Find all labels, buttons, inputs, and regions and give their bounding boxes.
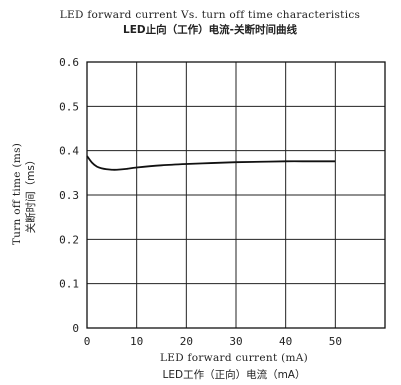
chart-subtitle: LED止向（工作）电流-关断时间曲线 bbox=[123, 23, 297, 36]
y-axis-title-cn: 关断时间（ms） bbox=[24, 155, 37, 234]
y-tick-label: 0.1 bbox=[59, 278, 79, 291]
y-tick-label: 0.3 bbox=[59, 189, 79, 202]
grid bbox=[86, 61, 386, 329]
x-tick-label: 20 bbox=[180, 335, 193, 348]
x-axis-title: LED forward current (mA) bbox=[160, 352, 308, 364]
series-group bbox=[86, 155, 336, 171]
x-tick-label: 40 bbox=[279, 335, 292, 348]
y-tick-label: 0.6 bbox=[59, 56, 79, 69]
y-tick-label: 0.5 bbox=[59, 100, 79, 113]
series-line bbox=[86, 155, 336, 171]
chart-title: LED forward current Vs. turn off time ch… bbox=[60, 9, 360, 21]
x-tick-label: 30 bbox=[229, 335, 242, 348]
x-tick-label: 0 bbox=[84, 335, 91, 348]
x-axis-ticks: 0 10 20 30 40 50 bbox=[84, 335, 342, 348]
y-tick-label: 0.4 bbox=[59, 145, 79, 158]
x-tick-label: 10 bbox=[130, 335, 143, 348]
y-axis-title: Turn off time (ms) bbox=[11, 143, 23, 245]
x-axis-title-cn: LED工作（正向）电流（mA） bbox=[163, 368, 306, 381]
x-tick-label: 50 bbox=[329, 335, 342, 348]
plot-frame bbox=[86, 61, 386, 329]
y-tick-label: 0.2 bbox=[59, 233, 79, 246]
y-axis-ticks: 0 0.1 0.2 0.3 0.4 0.5 0.6 bbox=[59, 56, 79, 335]
y-tick-label: 0 bbox=[72, 322, 79, 335]
